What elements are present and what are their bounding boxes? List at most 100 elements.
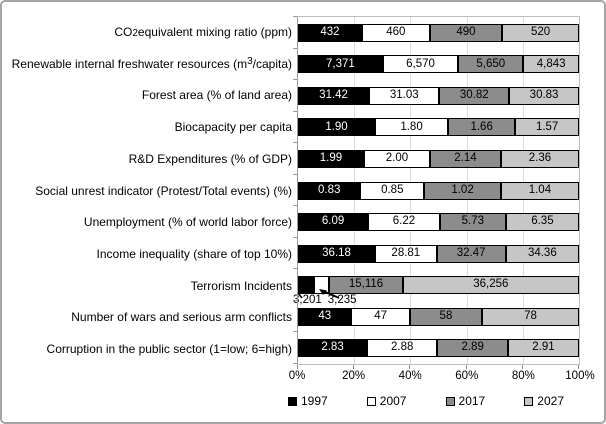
bar-segment-2007: 6.22 <box>368 213 440 232</box>
bar-row: 432 460 490 520 <box>298 17 579 49</box>
bar-segment-2027: 1.04 <box>500 181 579 200</box>
x-axis-label: 100% <box>565 370 595 382</box>
bar-segment-2017: 490 <box>429 23 503 42</box>
bar-row: 0.83 0.85 1.02 1.04 <box>298 175 579 207</box>
bar-segment-1997: 7,371 <box>298 55 383 74</box>
bar-segment-2017: 32.47 <box>436 244 506 263</box>
bar-segment-2007: 6,570 <box>382 55 459 74</box>
bar-segment-2027: 2.36 <box>500 149 579 168</box>
bar-segment-1997: 0.83 <box>298 181 361 200</box>
bar-segment-2017: 5,650 <box>458 55 524 74</box>
legend-label: 1997 <box>301 394 328 408</box>
x-axis-label: 20% <box>342 370 366 382</box>
stacked-bar: 43 47 58 78 <box>298 307 579 326</box>
bar-segment-1997: 1.90 <box>298 118 376 137</box>
bar-segment-2007: 31.03 <box>369 86 440 105</box>
category-axis-tick <box>293 331 297 333</box>
bar-segment-1997: 1.99 <box>298 149 364 168</box>
bar-row: 1.90 1.80 1.66 1.57 <box>298 112 579 144</box>
stacked-bar: 2.83 2.88 2.89 2.91 <box>298 339 579 358</box>
legend-item-2017: 2017 <box>445 394 486 408</box>
legend-label: 2017 <box>458 394 486 408</box>
x-axis-tick <box>521 365 523 369</box>
bar-segment-2007: 0.85 <box>360 181 425 200</box>
bar-segment-2027: 34.36 <box>505 244 579 263</box>
bar-segment-2007: 2.00 <box>363 149 431 168</box>
category-label: Renewable internal freshwater resources … <box>11 55 292 71</box>
category-axis-tick <box>293 299 297 301</box>
bar-segment-1997: 43 <box>298 307 352 326</box>
bar-segment-2027: 520 <box>502 23 579 42</box>
x-axis-tick <box>409 365 411 369</box>
callout-labels: 3,201 3,235 <box>293 294 357 306</box>
bars: 432 460 490 520 7,371 6,570 5,650 4,843 31.42 31.… <box>293 17 579 364</box>
stacked-bar: 7,371 6,570 5,650 4,843 <box>298 55 579 74</box>
bar-segment-1997: 2.83 <box>298 339 368 358</box>
bar-segment-2027: 2.91 <box>507 339 579 358</box>
bar-segment-2027: 30.83 <box>509 86 579 105</box>
category-axis-tick <box>293 205 297 207</box>
bar-row: 2.83 2.88 2.89 2.91 <box>298 332 579 364</box>
bar-segment-2017: 58 <box>409 307 482 326</box>
category-axis-tick <box>293 363 297 364</box>
category-label: Corruption in the public sector (1=low; … <box>46 342 292 357</box>
category-label: Number of wars and serious arm conflicts <box>71 310 292 325</box>
x-axis-tick <box>578 365 579 369</box>
bar-row: 7,371 6,570 5,650 4,843 <box>298 49 579 81</box>
bar-segment-1997: 6.09 <box>298 213 369 232</box>
category-axis-tick <box>293 16 297 17</box>
bar-segment-2007 <box>313 276 330 295</box>
category-axis-tick <box>293 110 297 112</box>
legend-swatch-icon <box>524 396 534 406</box>
stacked-bar: 31.42 31.03 30.82 30.83 <box>298 86 579 105</box>
bar-segment-1997: 432 <box>298 23 362 42</box>
bar-row: 15,116 36,256 3,201 3,235 <box>293 269 579 306</box>
bar-segment-2007: 1.80 <box>375 118 449 137</box>
legend-swatch-icon <box>288 396 297 406</box>
category-axis-line <box>297 17 298 364</box>
legend-swatch-icon <box>366 396 376 406</box>
category-axis-tick <box>293 268 297 270</box>
bar-segment-2017: 2.89 <box>437 339 508 358</box>
category-axis-tick <box>293 142 297 144</box>
bar-segment-2027: 6.35 <box>505 213 579 232</box>
legend-label: 2007 <box>379 394 407 408</box>
category-label: Income inequality (share of top 10%) <box>96 247 292 261</box>
bar-row: 43 47 58 78 <box>298 301 579 333</box>
x-axis-label: 40% <box>398 370 422 382</box>
x-axis-tick <box>465 365 467 369</box>
stacked-bar: 6.09 6.22 5.73 6.35 <box>298 213 579 232</box>
x-axis-label: 80% <box>511 370 535 382</box>
category-label: Social unrest indicator (Protest/Total e… <box>35 183 292 198</box>
x-axis-tick <box>353 365 355 369</box>
stacked-bar: 36.18 28.81 32.47 34.36 <box>298 244 579 263</box>
stacked-bar: 1.90 1.80 1.66 1.57 <box>298 118 579 137</box>
legend-item-2007: 2007 <box>366 394 407 408</box>
bar-segment-2027: 78 <box>482 307 579 326</box>
bar-row: 31.42 31.03 30.82 30.83 <box>298 80 579 112</box>
bar-segment-2017: 30.82 <box>439 86 510 105</box>
category-axis-tick <box>293 79 297 81</box>
bar-segment-2027: 4,843 <box>523 55 579 74</box>
stacked-bar: 1.99 2.00 2.14 2.36 <box>298 149 579 168</box>
bar-segment-2027: 1.57 <box>515 118 579 137</box>
category-label: R&D Expenditures (% of GDP) <box>128 151 292 166</box>
plot-area: 432 460 490 520 7,371 6,570 5,650 4,843 31.42 31.… <box>293 16 580 369</box>
category-label: CO 2 equivalent mixing ratio (ppm) <box>114 24 292 39</box>
bar-row: 36.18 28.81 32.47 34.36 <box>298 238 579 270</box>
stacked-bar: 15,116 36,256 <box>298 276 579 295</box>
x-axis-tick <box>297 365 298 369</box>
bar-segment-2017: 1.66 <box>448 118 516 137</box>
bar-segment-1997: 36.18 <box>298 244 376 263</box>
category-label: Biocapacity per capita <box>174 120 292 135</box>
x-axis-label: 60% <box>455 370 479 382</box>
category-axis-tick <box>293 173 297 175</box>
bar-segment-2017: 1.02 <box>424 181 501 200</box>
bar-segment-1997 <box>298 276 314 295</box>
category-axis-tick <box>293 236 297 238</box>
bar-segment-2017: 15,116 <box>329 276 403 295</box>
bar-segment-2007: 460 <box>361 23 430 42</box>
bar-segment-2007: 28.81 <box>375 244 437 263</box>
bar-segment-2017: 5.73 <box>439 213 506 232</box>
